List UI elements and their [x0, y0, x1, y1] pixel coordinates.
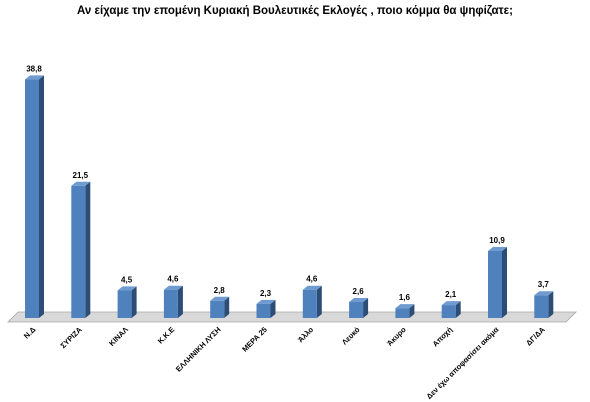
bar-front [117, 290, 132, 318]
bar-top [302, 285, 322, 290]
bar-side [224, 296, 230, 318]
category-label: ΚΙΝΑΛ [107, 325, 130, 348]
bar-front [441, 305, 456, 318]
value-label: 10,9 [489, 236, 505, 245]
bar-top [256, 299, 276, 304]
bar-top [534, 291, 554, 296]
value-label: 4,6 [306, 275, 318, 284]
bar-side [409, 304, 415, 318]
category-label: Λευκό [340, 325, 362, 347]
bars-group [25, 75, 554, 318]
category-label: ΣΥΡΙΖΑ [59, 325, 85, 351]
bar [534, 291, 554, 318]
bar [117, 286, 137, 318]
bar-front [71, 185, 86, 318]
bar [302, 285, 322, 318]
bar-side [39, 75, 44, 318]
bar [441, 301, 461, 318]
bar-top [441, 301, 461, 306]
value-label: 2,1 [445, 290, 457, 299]
value-label: 38,8 [26, 64, 42, 73]
chart-title: Αν είχαμε την επομένη Κυριακή Βουλευτικέ… [77, 5, 513, 17]
bar [210, 296, 230, 318]
bar-side [363, 298, 369, 318]
bar-front [488, 250, 502, 318]
category-label: Ν.Δ [22, 325, 38, 341]
floor-plane [7, 311, 577, 323]
bar-top [25, 75, 44, 80]
bar-top [488, 246, 507, 251]
bar-front [210, 300, 225, 318]
category-label: Κ.Κ.Ε [156, 325, 177, 346]
bar-front [302, 289, 317, 318]
bar-top [71, 181, 91, 186]
bar-front [163, 289, 178, 318]
value-label: 1,6 [399, 293, 411, 302]
bar-front [25, 79, 39, 318]
bar-top [117, 286, 137, 291]
value-label: 4,6 [167, 275, 179, 284]
bar-side [85, 181, 91, 318]
category-label: ΔΓ/ΔΑ [524, 325, 547, 348]
value-labels-group: 38,8 21,5 4,5 4,6 2,8 2,3 4,6 2,6 1,6 2,1 10,9 3,7 [26, 64, 549, 302]
category-label: Άκυρο [385, 325, 408, 348]
bar-side [131, 286, 137, 318]
bar-top [395, 304, 415, 309]
bar-front [534, 295, 549, 318]
value-label: 3,7 [538, 280, 550, 289]
bar-top [163, 285, 183, 290]
value-label: 21,5 [73, 171, 89, 180]
bar [163, 285, 183, 318]
bar [25, 75, 44, 318]
bar [488, 246, 507, 318]
category-label: ΕΛΛΗΝΙΚΗ ΛΥΣΗ [174, 325, 223, 374]
bar-side [177, 285, 183, 318]
bar-side [455, 301, 461, 318]
category-label: Άλλο [296, 325, 316, 345]
bar-front [395, 308, 410, 318]
bar [395, 304, 415, 318]
bar-top [349, 298, 369, 303]
category-label: Αποχή [431, 325, 455, 349]
bar-side [502, 246, 507, 318]
value-label: 2,6 [353, 287, 365, 296]
value-label: 2,8 [214, 286, 226, 295]
bar [71, 181, 91, 318]
bar-side [316, 285, 322, 318]
bar [349, 298, 369, 318]
bar-front [256, 303, 271, 318]
bar-side [270, 299, 276, 318]
chart-floor [7, 311, 577, 323]
bar-top [210, 296, 230, 301]
bar [256, 299, 276, 318]
category-label: ΜΕΡΑ 25 [240, 325, 269, 354]
value-label: 2,3 [260, 289, 272, 298]
bar-front [349, 302, 364, 318]
value-label: 4,5 [121, 275, 133, 284]
bar-side [548, 291, 554, 318]
